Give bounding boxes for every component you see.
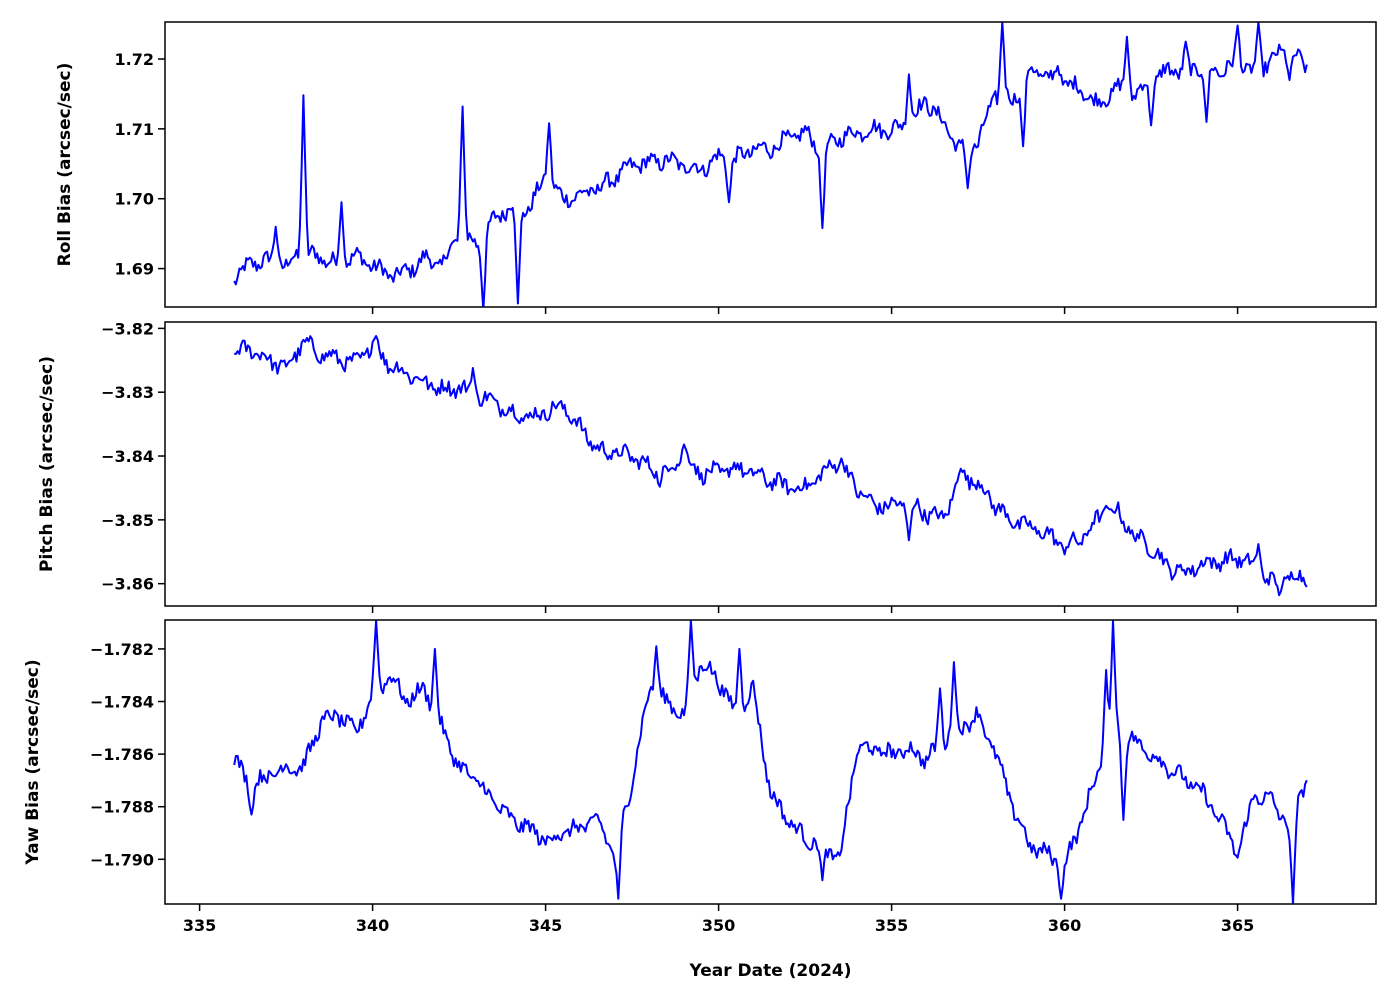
yaw-bias-panel: −1.782 −1.784 −1.786 −1.788 −1.790 335 340 345 3…	[23, 619, 1377, 981]
pitch-y-axis-title: Pitch Bias (arcsec/sec)	[37, 356, 57, 572]
roll-bias-panel: 1.69 1.70 1.71 1.72 Roll Bias (arcsec/sec)	[55, 21, 1377, 314]
roll-y-tick-label: 1.70	[115, 190, 154, 209]
pitch-plot-frame	[164, 321, 1377, 607]
x-tick-label: 355	[875, 916, 908, 935]
pitch-y-tick-label: −3.83	[101, 383, 154, 402]
roll-y-tick-label: 1.72	[115, 50, 154, 69]
x-tick-label: 365	[1221, 916, 1254, 935]
yaw-y-tick-label: −1.784	[90, 693, 154, 712]
roll-y-axis-title: Roll Bias (arcsec/sec)	[55, 63, 75, 267]
x-tick-label: 345	[529, 916, 562, 935]
roll-plot-frame	[164, 21, 1377, 308]
yaw-y-tick-label: −1.790	[90, 850, 154, 869]
roll-bias-series-line	[233, 22, 1308, 307]
pitch-bias-panel: −3.82 −3.83 −3.84 −3.85 −3.86 Pitch Bias (arc…	[37, 319, 1377, 613]
pitch-bias-series-line	[234, 335, 1308, 597]
yaw-y-tick-label: −1.786	[90, 745, 154, 764]
pitch-y-tick-label: −3.86	[101, 575, 154, 594]
yaw-plot-frame	[164, 619, 1377, 905]
x-tick-label: 360	[1048, 916, 1081, 935]
yaw-y-axis-title: Yaw Bias (arcsec/sec)	[23, 659, 43, 865]
pitch-y-tick-label: −3.84	[101, 447, 154, 466]
x-tick-label: 350	[702, 916, 735, 935]
yaw-y-tick-label: −1.782	[90, 640, 154, 659]
yaw-y-tick-label: −1.788	[90, 798, 154, 817]
pitch-y-tick-label: −3.85	[101, 511, 154, 530]
pitch-y-tick-label: −3.82	[101, 319, 154, 338]
x-tick-label: 335	[183, 916, 216, 935]
roll-y-tick-label: 1.71	[115, 120, 154, 139]
x-axis-title: Year Date (2024)	[688, 961, 851, 981]
roll-y-tick-label: 1.69	[115, 260, 154, 279]
x-tick-label: 340	[356, 916, 389, 935]
yaw-bias-series-line	[233, 620, 1308, 904]
